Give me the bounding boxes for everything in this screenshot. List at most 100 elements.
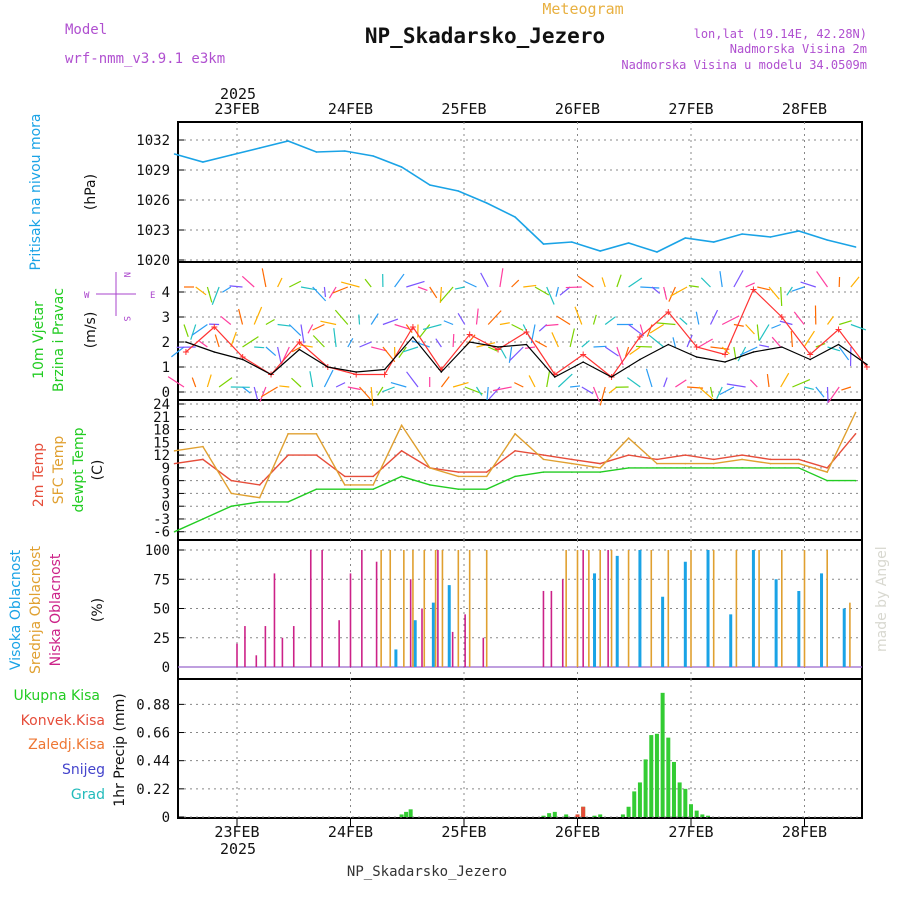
temp-sfc-point [485, 475, 488, 478]
total-precip-bar [632, 791, 637, 817]
wind-arrow [347, 386, 361, 391]
total-precip-bar [541, 815, 546, 817]
wind-arrow [803, 386, 814, 391]
temp-dewpt-point [485, 488, 488, 490]
wind-arrow [555, 286, 559, 297]
wind-gust-point [182, 349, 189, 355]
y-tick-label: 50 [153, 602, 170, 618]
wind-arrow [639, 324, 644, 335]
wind-gust-point [466, 331, 473, 338]
wind-arrow [710, 346, 730, 350]
wind-arrow [167, 376, 185, 388]
wind-speed-point [837, 343, 840, 346]
wind-gust-point [750, 286, 757, 293]
wind-arrow [608, 386, 618, 394]
temp-2m-point [457, 471, 460, 473]
wind-speed-point [355, 371, 357, 373]
total-precip-bar [598, 814, 603, 817]
pressure-point [258, 147, 261, 149]
temp-2m-point [826, 467, 828, 469]
pressure-point [684, 237, 687, 239]
wind-arrow [464, 280, 477, 288]
wind-arrow [183, 324, 189, 337]
wind-arrow [499, 322, 510, 326]
wind-arrow [698, 338, 713, 348]
y-tick-label: 0.44 [136, 754, 170, 770]
wind-arrow [291, 377, 302, 388]
y-tick-label: 12 [153, 448, 170, 464]
pressure-line [174, 140, 856, 253]
y-tick-label: 0.66 [136, 726, 170, 742]
temp-sfc-point [429, 467, 431, 469]
wind-arrow [277, 346, 282, 363]
wind-speed-point [497, 346, 499, 348]
wind-arrow [601, 277, 606, 288]
temp-sfc-point [514, 433, 516, 435]
bottom-day-label: 26FEB [555, 823, 600, 841]
wind-arrow [656, 322, 676, 326]
low-cloud-title: Niska Oblacnost [48, 553, 64, 666]
wind-arrow [535, 340, 547, 348]
mid-cloud-title: Srednja Oblacnost [28, 546, 44, 674]
wind-arrow [452, 333, 455, 348]
legend-conv-rain: Konvek.Kisa [21, 713, 105, 729]
wind-arrow [312, 323, 325, 331]
total-precip-bar [620, 814, 625, 817]
wind-arrow [745, 282, 755, 288]
total-precip-bar [408, 809, 413, 817]
wind-arrow [288, 324, 302, 337]
wind-arrow [559, 286, 571, 296]
wind-arrow [300, 324, 305, 344]
wind-arrow [340, 281, 360, 288]
temp-sfc-point [741, 458, 743, 461]
wind-arrow [499, 268, 504, 288]
wind-arrow [645, 368, 653, 388]
wind-arrow [475, 308, 479, 325]
wind-speed-point [383, 368, 386, 371]
wind-speed-point [554, 376, 556, 378]
y-tick-label: 1 [162, 360, 170, 376]
wind-arrow [377, 386, 384, 396]
total-precip-bar [564, 814, 569, 817]
temp-sfc-point [599, 467, 601, 469]
wind-arrow [254, 346, 265, 349]
top-year-label: 2025 [220, 85, 256, 103]
wind-speed-point [639, 358, 641, 361]
top-day-label: 25FEB [441, 100, 486, 118]
temp-dewpt-line [174, 467, 856, 533]
temp-2m-point [798, 458, 800, 461]
y-tick-label: 100 [145, 543, 170, 559]
wind-arrow [709, 386, 714, 397]
temp-2m-point [258, 484, 261, 486]
wind-arrow [581, 386, 594, 395]
temp-dewpt-point [656, 467, 658, 469]
wind-arrow [841, 386, 852, 391]
wind-arrow [635, 345, 653, 348]
temp-sfc-point [627, 437, 630, 439]
wind-arrow [557, 373, 573, 388]
wind-arrow [480, 272, 489, 288]
wind-arrow [766, 374, 770, 388]
y-tick-label: 15 [153, 435, 170, 451]
total-precip-bar [706, 815, 711, 817]
wind-arrow [452, 382, 469, 388]
wind-arrow [488, 386, 501, 400]
temp-2m-point [712, 458, 715, 461]
wind-arrow [709, 309, 719, 325]
wind-arrow [291, 346, 302, 353]
wind-arrow [719, 386, 735, 396]
wind-arrow [323, 369, 334, 388]
wind-arrow [265, 318, 275, 326]
temp-dewpt-point [202, 518, 204, 520]
pressure-point [400, 166, 403, 168]
wind-arrow [816, 271, 828, 288]
wind-arrow [206, 374, 212, 388]
wind-arrow [627, 377, 641, 388]
wind-arrow [486, 386, 489, 401]
wind-arrow [815, 386, 825, 398]
temp-dewpt-point [599, 471, 601, 473]
pressure-point [230, 154, 233, 156]
wind-arrow [850, 323, 867, 331]
wind-arrow [556, 315, 571, 326]
